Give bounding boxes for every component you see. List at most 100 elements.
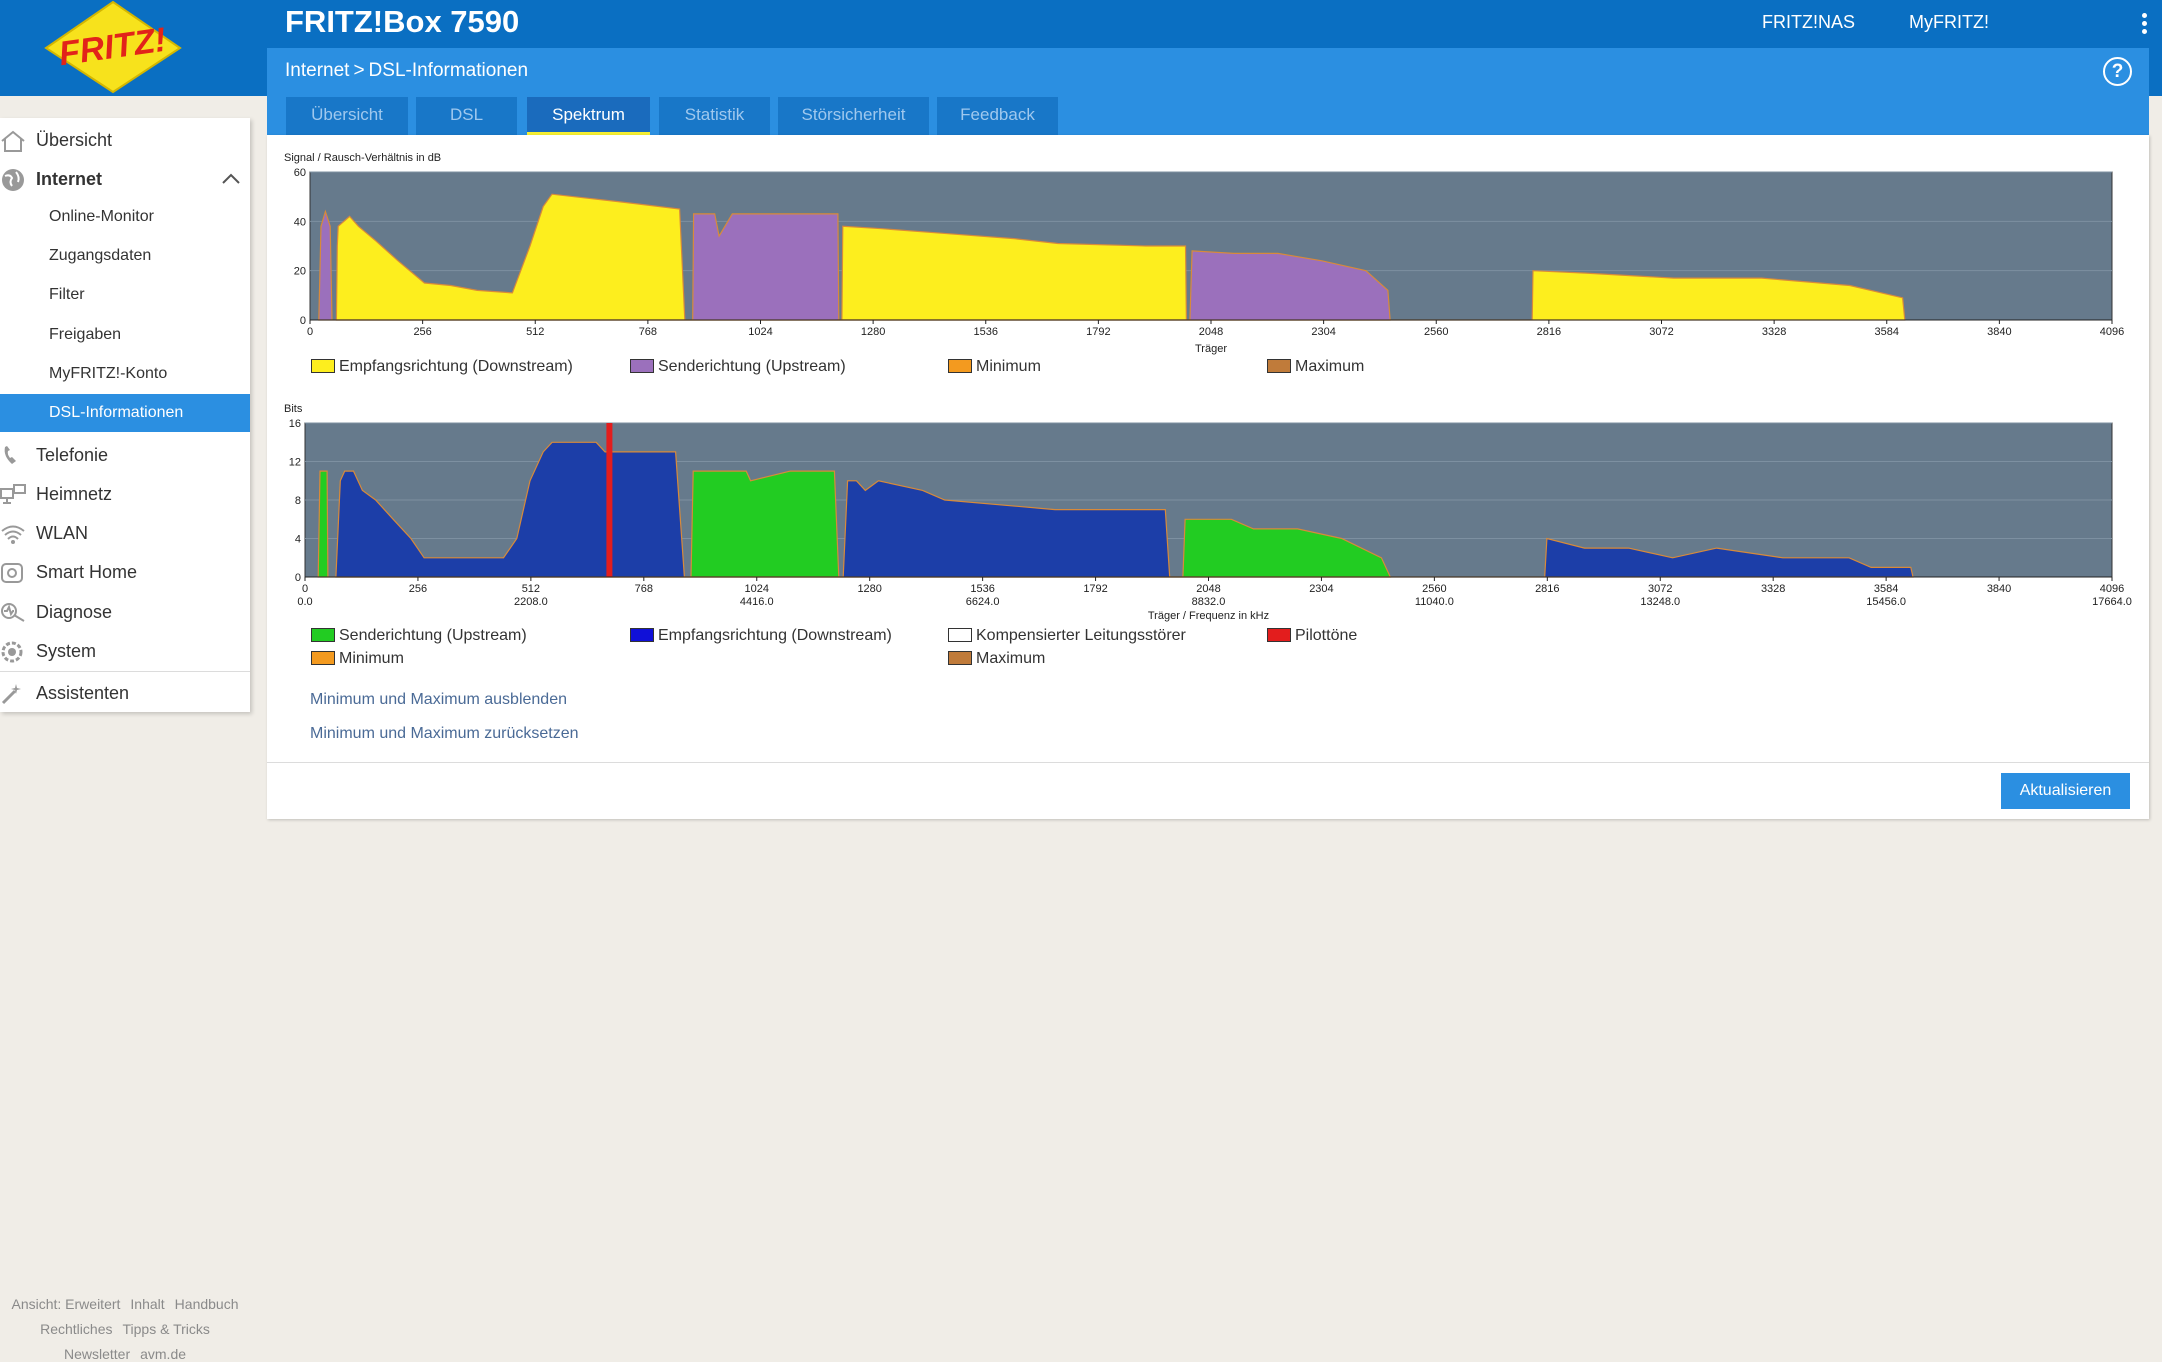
network-icon	[0, 484, 26, 504]
freq-tick-label: 17664.0	[2092, 596, 2132, 608]
fritz-logo[interactable]: FRITZ!	[38, 0, 188, 96]
x-tick-label: 3584	[1875, 326, 1899, 338]
more-menu-icon[interactable]	[2138, 10, 2150, 44]
freq-tick-label: 6624.0	[966, 596, 1000, 608]
chevron-up-icon[interactable]	[222, 172, 240, 184]
x-tick-label: 1536	[974, 326, 998, 338]
y-axis-label: Bits	[284, 403, 303, 415]
sidebar-item-label: Übersicht	[36, 130, 113, 150]
x-tick-label: 2048	[1196, 583, 1220, 595]
footer-link-inhalt[interactable]: Inhalt	[130, 1296, 165, 1312]
help-icon[interactable]: ?	[2103, 57, 2132, 86]
x-tick-label: 1536	[970, 583, 994, 595]
sidebar-item-label: Telefonie	[36, 445, 109, 465]
sidebar-item-label: Diagnose	[36, 602, 113, 622]
legend-item: Empfangsrichtung (Downstream)	[630, 627, 892, 645]
y-tick-label: 40	[294, 216, 306, 228]
sidebar-item-zugangsdaten[interactable]: Zugangsdaten	[0, 237, 250, 275]
y-tick-label: 0	[300, 315, 306, 327]
x-tick-label: 2816	[1535, 583, 1559, 595]
content-header: Internet > DSL-Informationen ? Übersicht D…	[267, 48, 2149, 135]
footer-link-avm[interactable]: avm.de	[140, 1346, 187, 1362]
freq-tick-label: 15456.0	[1866, 596, 1906, 608]
legend-item: Minimum	[948, 358, 1041, 376]
fritznas-link[interactable]: FRITZ!NAS	[1762, 12, 1855, 32]
wifi-icon	[1, 525, 25, 544]
x-tick-label: 1024	[745, 583, 769, 595]
legend-item: Empfangsrichtung (Downstream)	[311, 358, 573, 376]
x-tick-label: 256	[409, 583, 427, 595]
sidebar-item-label: Filter	[49, 286, 85, 303]
legend-item: Minimum	[311, 650, 404, 668]
x-tick-label: 2816	[1537, 326, 1561, 338]
x-tick-label: 0	[307, 326, 313, 338]
x-tick-label: 256	[413, 326, 431, 338]
tab-spektrum[interactable]: Spektrum	[527, 97, 650, 135]
sidebar-item-smart-home[interactable]: Smart Home	[0, 553, 250, 591]
sidebar-item-label: Smart Home	[36, 562, 138, 582]
tab-stoersicherheit[interactable]: Störsicherheit	[778, 97, 929, 135]
x-tick-label: 2304	[1311, 326, 1335, 338]
breadcrumb-parent[interactable]: Internet	[285, 60, 350, 81]
reset-minmax-link[interactable]: Minimum und Maximum zurücksetzen	[310, 725, 579, 742]
sidebar: Übersicht Internet Online-Monitor Zugang…	[0, 118, 250, 712]
legend-item: Pilottöne	[1267, 627, 1357, 645]
tab-statistik[interactable]: Statistik	[659, 97, 770, 135]
sidebar-item-dsl-informationen[interactable]: DSL-Informationen	[0, 394, 250, 432]
sidebar-item-online-monitor[interactable]: Online-Monitor	[0, 198, 250, 236]
tab-uebersicht[interactable]: Übersicht	[286, 97, 408, 135]
panel-divider	[267, 762, 2149, 763]
y-tick-label: 4	[295, 534, 301, 546]
sidebar-item-internet[interactable]: Internet	[0, 160, 250, 198]
sidebar-item-wlan[interactable]: WLAN	[0, 514, 250, 552]
freq-tick-label: 13248.0	[1640, 596, 1680, 608]
x-tick-label: 768	[639, 326, 657, 338]
sidebar-item-diagnose[interactable]: Diagnose	[0, 593, 250, 631]
sidebar-item-heimnetz[interactable]: Heimnetz	[0, 475, 250, 513]
footer-link-handbuch[interactable]: Handbuch	[174, 1296, 239, 1312]
footer-link-ansicht[interactable]: Ansicht: Erweitert	[11, 1296, 121, 1312]
footer-link-newsletter[interactable]: Newsletter	[63, 1346, 131, 1362]
x-tick-label: 512	[526, 326, 544, 338]
sidebar-item-assistenten[interactable]: Assistenten	[0, 674, 250, 712]
legend-item: Maximum	[1267, 358, 1364, 376]
sidebar-item-label: Freigaben	[49, 326, 122, 343]
sidebar-item-label: Online-Monitor	[49, 208, 154, 225]
sidebar-item-myfritz-konto[interactable]: MyFRITZ!-Konto	[0, 355, 250, 393]
sidebar-item-filter[interactable]: Filter	[0, 276, 250, 314]
x-tick-label: 3072	[1649, 326, 1673, 338]
footer-link-rechtliches[interactable]: Rechtliches	[40, 1321, 113, 1337]
myfritz-link[interactable]: MyFRITZ!	[1909, 12, 1989, 32]
snr-chart: 0 20 40 60 0 256 512 768 1024 1280 1536 1792 2048 230…	[284, 152, 2124, 355]
sidebar-item-freigaben[interactable]: Freigaben	[0, 316, 250, 354]
tab-dsl[interactable]: DSL	[416, 97, 517, 135]
freq-tick-label: 2208.0	[514, 596, 548, 608]
freq-tick-label: 8832.0	[1192, 596, 1226, 608]
x-tick-label: 1792	[1086, 326, 1110, 338]
wizard-icon	[1, 684, 21, 705]
x-tick-label: 512	[522, 583, 540, 595]
refresh-button[interactable]: Aktualisieren	[2001, 773, 2130, 809]
footer-link-tipps[interactable]: Tipps & Tricks	[122, 1321, 210, 1337]
sidebar-divider	[0, 671, 250, 672]
sidebar-item-label: MyFRITZ!-Konto	[49, 365, 168, 382]
sidebar-item-label: Assistenten	[36, 683, 130, 703]
y-tick-label: 20	[294, 266, 306, 278]
sidebar-item-system[interactable]: System	[0, 632, 250, 670]
sidebar-item-telefonie[interactable]: Telefonie	[0, 436, 250, 474]
x-tick-label: 2560	[1424, 326, 1448, 338]
sidebar-item-uebersicht[interactable]: Übersicht	[0, 121, 250, 159]
sidebar-item-label: WLAN	[36, 523, 89, 543]
pilot-tone-marker	[606, 423, 613, 577]
legend-item: Senderichtung (Upstream)	[311, 627, 527, 645]
x-tick-label: 2048	[1199, 326, 1223, 338]
x-tick-label: 2560	[1422, 583, 1446, 595]
series-area	[335, 441, 1914, 578]
breadcrumb: Internet > DSL-Informationen	[285, 60, 528, 82]
hide-minmax-link[interactable]: Minimum und Maximum ausblenden	[310, 691, 567, 708]
y-tick-label: 8	[295, 495, 301, 507]
tab-feedback[interactable]: Feedback	[937, 97, 1058, 135]
x-tick-label: 3840	[1987, 326, 2011, 338]
x-tick-label: 1024	[748, 326, 772, 338]
